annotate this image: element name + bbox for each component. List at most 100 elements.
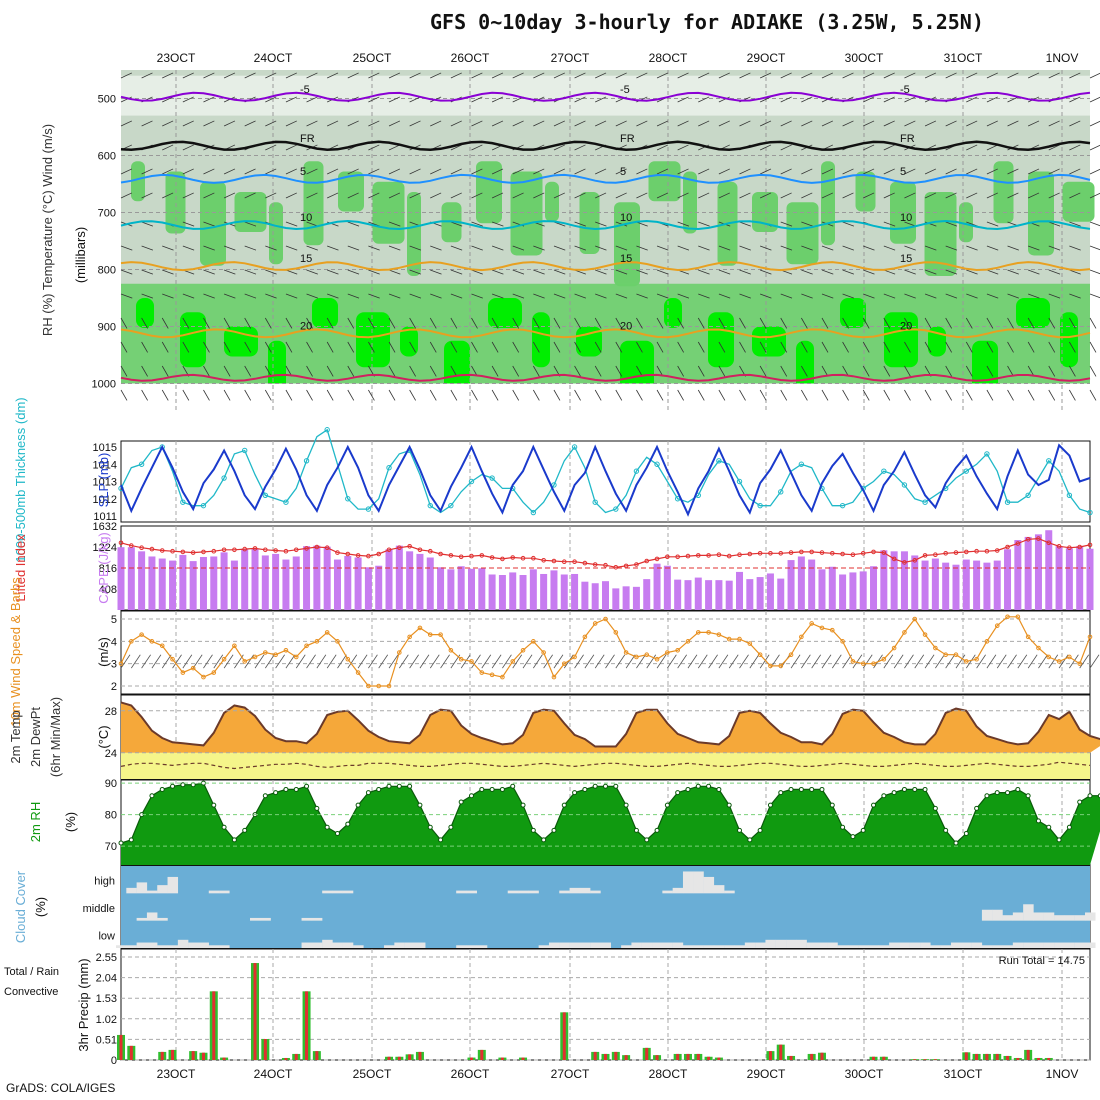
cloud-cell [734,945,746,948]
cloud-cell [672,942,684,948]
wind-barb [574,144,586,151]
wind-barb [986,341,994,353]
precip-convective-bar [469,1057,473,1060]
surface-wind-barb [1089,654,1100,669]
thickness-point [262,492,269,498]
wind-barb [285,245,298,251]
thickness-point [1004,499,1011,505]
lifted-index-point [829,551,835,556]
wind-barb [368,120,380,127]
wind-speed-point [293,654,299,660]
wind-speed-point [933,645,938,651]
cape-bar [354,557,362,610]
rh2m-point [1025,793,1031,799]
cloud-cell [167,945,179,948]
wind-barb [677,389,685,401]
wind-barb [1027,72,1040,79]
wind-barb [203,365,210,377]
wind-speed-point [541,650,546,655]
rh2m-point [314,805,320,811]
wind-barb [491,245,504,251]
pressure-tick-label: 500 [98,94,116,106]
wind-barb [491,269,504,275]
cape-bar [437,567,445,610]
rh2m-label: 2m RH [28,802,43,842]
lifted-index-point [427,548,433,554]
rh2m-point [448,824,454,830]
isotherm-label: 15 [300,253,312,265]
wind-barb [327,245,339,251]
cloud-cover-label: Cloud Cover [13,870,28,943]
thickness-point [448,502,454,509]
precip-convective-bar [872,1056,876,1060]
thickness-point [571,444,578,450]
cloud-cell [992,945,1003,948]
cloud-cell [332,890,343,894]
wind-speed-point [190,665,196,671]
upper-panel-label: RH (%) Temperature (°C) Wind (m/s) [40,124,55,336]
footer-credit: GrADS: COLA/IGES [6,1081,116,1095]
cloud-cell [899,942,910,948]
surface-wind-barb [656,654,667,669]
wind-speed-point [994,623,1000,629]
date-label-top: 31OCT [944,51,983,65]
rh2m-point [603,783,608,789]
wind-barb [1069,144,1081,151]
wind-barb [883,389,891,401]
rh2m-point [170,783,176,789]
rh2m-point [675,790,681,796]
precip-convective-bar [676,1053,680,1060]
wind-barb [244,365,252,377]
cloud-cell [693,871,704,894]
surface-wind-barb [1038,654,1048,669]
wind-barb [698,221,710,227]
cape-bar [581,581,589,610]
lifted-index-point [1087,542,1093,548]
wind-tick-label: 3 [111,659,117,671]
rh2m-point [840,824,846,830]
wind-barb [223,192,236,199]
wind-speed-point [737,636,742,642]
lifted-index-point [1046,540,1052,546]
cape-bar [540,573,548,610]
rh-mid-patch [338,171,364,212]
rh-mid-patch [786,202,819,265]
cape-bar [849,572,857,610]
wind-barb [1089,389,1097,401]
rh-mid-patch [269,202,283,265]
precip-convective-bar [779,1044,783,1060]
precip-tick-label: 1.53 [96,993,117,1005]
wind-barb [656,72,669,79]
cape-bar [323,546,331,610]
lifted-index-point [613,565,619,570]
wind-barb [1089,245,1100,251]
wind-barb [677,96,689,103]
wind-barb [883,72,895,79]
lifted-index-point [994,548,1000,553]
lifted-index-point [582,560,588,566]
cloud-cell [136,942,148,948]
cloud-cell [662,942,673,948]
rh2m-point [850,834,856,840]
wind-barb [306,365,313,377]
wind-speed-point [953,652,959,658]
wind-barb [636,120,648,127]
lifted-index-point [242,546,248,552]
wind-barb [1027,120,1040,127]
wind-speed-point [139,632,144,637]
cloud-cell [301,917,313,921]
wind-barb [285,120,297,127]
wind-barb [450,120,462,127]
wind-barb [450,389,458,401]
wind-speed-point [355,670,361,675]
rh-high-patch [796,340,814,396]
wind-barb [182,120,194,127]
rh-high-patch [972,340,998,396]
lifted-index-point [531,555,536,561]
wind-barb [409,317,416,329]
wind-barb [924,269,937,275]
wind-barb [821,245,834,251]
rh2m-point [767,802,773,808]
rh2m-point [664,802,670,808]
lifted-index-point [159,548,165,553]
